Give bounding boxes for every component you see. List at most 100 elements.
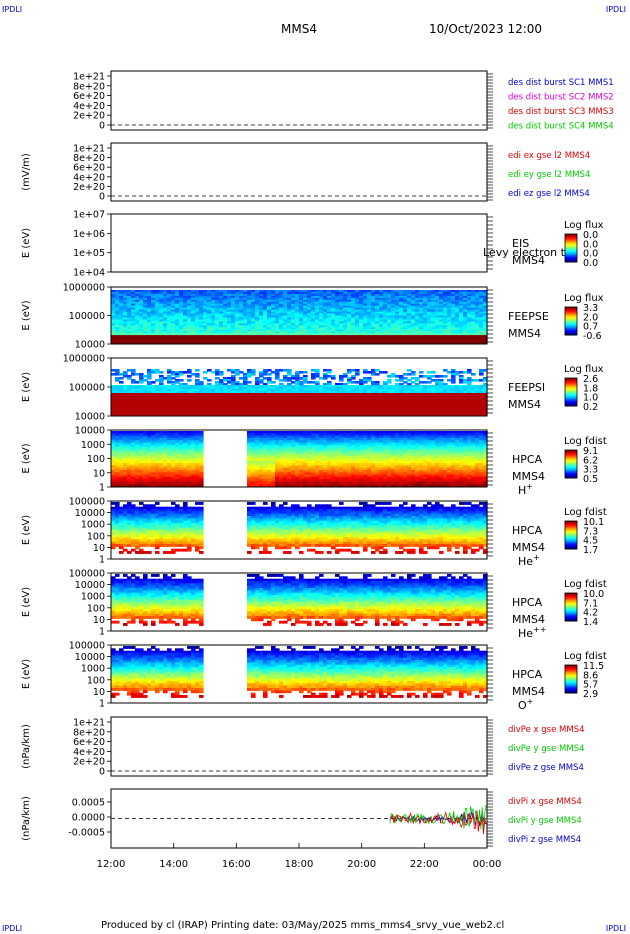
p4-cell [271,325,276,328]
p4-cell [215,315,220,319]
p5-cell [291,381,296,384]
p4-cell [223,313,228,317]
p4-cell [263,329,268,332]
p4-cell [131,315,136,319]
p4-cell [307,305,312,309]
p4-cell [311,301,316,305]
p4-cell [295,293,300,297]
p4-cell [419,341,424,344]
p4-cell [315,339,320,342]
p4-cell [363,341,368,344]
p6-cell [123,483,128,487]
p5-cell [479,413,484,416]
p4-cell [207,291,212,295]
p4-cell [315,337,320,340]
p4-cell [135,339,140,342]
p4-cell [263,323,268,326]
p4-cell [163,311,168,315]
p3-cbar-cell [565,246,577,249]
p4-cell [331,321,336,324]
p5-cell [411,381,416,384]
p4-cell [207,333,212,336]
p4-cell [319,297,324,301]
p4-cell [191,307,196,311]
p5-cell [435,413,440,416]
p4-cell [315,323,320,326]
p4-cell [319,317,324,321]
p4-cell [123,333,128,336]
p4-cell [291,297,296,301]
p4-cell [167,295,172,299]
p5-cell [223,413,228,416]
p4-cell [175,337,180,340]
p4-cell [227,299,232,303]
p4-cell [127,341,132,344]
p4-cell [287,305,292,309]
p3-cbar-title: Log flux [564,220,604,231]
p5-cell [187,413,192,416]
p4-cell [263,303,268,307]
p4-cell [299,331,304,334]
p4-cell [187,341,192,344]
p4-cell [263,341,268,344]
p4-cell [123,323,128,326]
p4-cell [203,319,208,322]
p4-cell [155,305,160,309]
p4-cell [227,311,232,315]
p4-cell [291,305,296,309]
p4-cell [255,297,260,301]
p4-cell [255,341,260,344]
p4-cell [167,315,172,319]
p5-cell [443,375,448,378]
p4-cell [231,299,236,303]
p4-cell [175,313,180,317]
p4-cell [275,305,280,309]
p4-cell [239,295,244,299]
p4-cell [179,335,184,338]
p4-cell [303,301,308,305]
p4-cell [223,299,228,303]
p1-ytick-label: 8e+20 [73,81,105,92]
p4-cell [267,319,272,322]
p4-cell [291,329,296,332]
p4-cell [127,295,132,299]
p4-cell [259,339,264,342]
p4-cell [147,337,152,340]
p4-cell [315,333,320,336]
p5-cell [279,413,284,416]
p4-cell [259,307,264,311]
p4-cell [191,331,196,334]
p4-cell [439,341,444,344]
p4-cell [259,303,264,307]
p4-cell [131,331,136,334]
p4-cell [319,311,324,315]
p4-cell [211,299,216,303]
p5-cell [207,379,212,382]
p4-cell [331,295,336,299]
p4-cell [255,311,260,315]
p4-cell [279,307,284,311]
p5-cell [219,413,224,416]
p4-cell [307,341,312,344]
p4-cell [139,311,144,315]
p4-cell [199,321,204,324]
p4-cell [275,301,280,305]
p4-cell [211,303,216,307]
p4-cell [159,341,164,344]
p4-cell [191,329,196,332]
p4-cell [307,315,312,319]
p4-cell [155,333,160,336]
p5-cell [183,371,188,374]
p4-ytick-label: 100000 [69,311,105,322]
p4-cell [255,333,260,336]
p4-cell [207,323,212,326]
p4-cell [131,321,136,324]
p5-cell [407,379,412,382]
p4-cell [227,303,232,307]
p4-cell [131,333,136,336]
p4-cell [327,333,332,336]
p4-cell [239,301,244,305]
p4-cell [199,319,204,322]
p4-cell [223,341,228,344]
p4-cell [139,329,144,332]
